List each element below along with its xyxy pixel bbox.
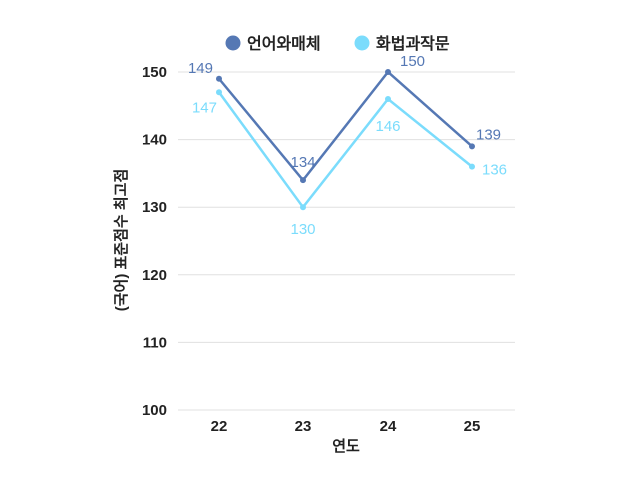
y-tick-label: 150 bbox=[142, 64, 167, 81]
data-point bbox=[216, 89, 222, 96]
data-point bbox=[216, 75, 222, 82]
data-label: 150 bbox=[400, 53, 425, 70]
y-axis-ticks: 100 110 120 130 140 150 bbox=[142, 64, 167, 419]
y-axis-title: (국어) 표준점수 최고점 bbox=[112, 169, 130, 312]
legend-label: 언어와매체 bbox=[247, 35, 321, 53]
gridlines bbox=[178, 71, 515, 411]
data-point bbox=[300, 177, 306, 184]
data-point bbox=[385, 96, 391, 103]
legend: 언어와매체 화법과작문 bbox=[225, 34, 450, 53]
x-axis-ticks: 22 23 24 25 bbox=[211, 418, 481, 435]
data-point bbox=[385, 69, 391, 75]
y-tick-label: 130 bbox=[142, 199, 167, 216]
y-tick-label: 140 bbox=[142, 132, 167, 149]
data-label: 130 bbox=[290, 221, 315, 238]
x-tick-label: 23 bbox=[295, 418, 312, 435]
x-tick-label: 24 bbox=[380, 418, 397, 435]
series-2: 147 130 146 136 bbox=[192, 89, 507, 238]
y-tick-label: 110 bbox=[143, 334, 167, 351]
series-line bbox=[217, 91, 473, 210]
data-label: 147 bbox=[192, 99, 217, 116]
data-point bbox=[469, 163, 475, 170]
y-tick-label: 100 bbox=[142, 402, 167, 419]
data-label: 139 bbox=[476, 126, 501, 143]
data-label: 134 bbox=[290, 154, 315, 171]
data-point bbox=[469, 143, 475, 150]
series-group: 149 134 150 139 147 130 146 136 bbox=[188, 53, 507, 238]
series-line bbox=[218, 70, 473, 183]
data-label: 146 bbox=[375, 118, 400, 135]
y-tick-label: 120 bbox=[142, 267, 167, 284]
legend-item: 화법과작문 bbox=[354, 34, 450, 53]
legend-item: 언어와매체 bbox=[225, 35, 321, 53]
x-tick-label: 22 bbox=[211, 418, 228, 435]
legend-marker bbox=[225, 35, 241, 51]
data-label: 136 bbox=[482, 162, 507, 179]
data-label: 149 bbox=[188, 60, 213, 77]
legend-label: 화법과작문 bbox=[376, 34, 450, 53]
x-tick-label: 25 bbox=[464, 418, 481, 435]
legend-marker bbox=[354, 35, 370, 51]
x-axis-title: 연도 bbox=[332, 438, 360, 455]
data-point bbox=[300, 204, 306, 211]
series-1: 149 134 150 139 bbox=[188, 53, 501, 184]
